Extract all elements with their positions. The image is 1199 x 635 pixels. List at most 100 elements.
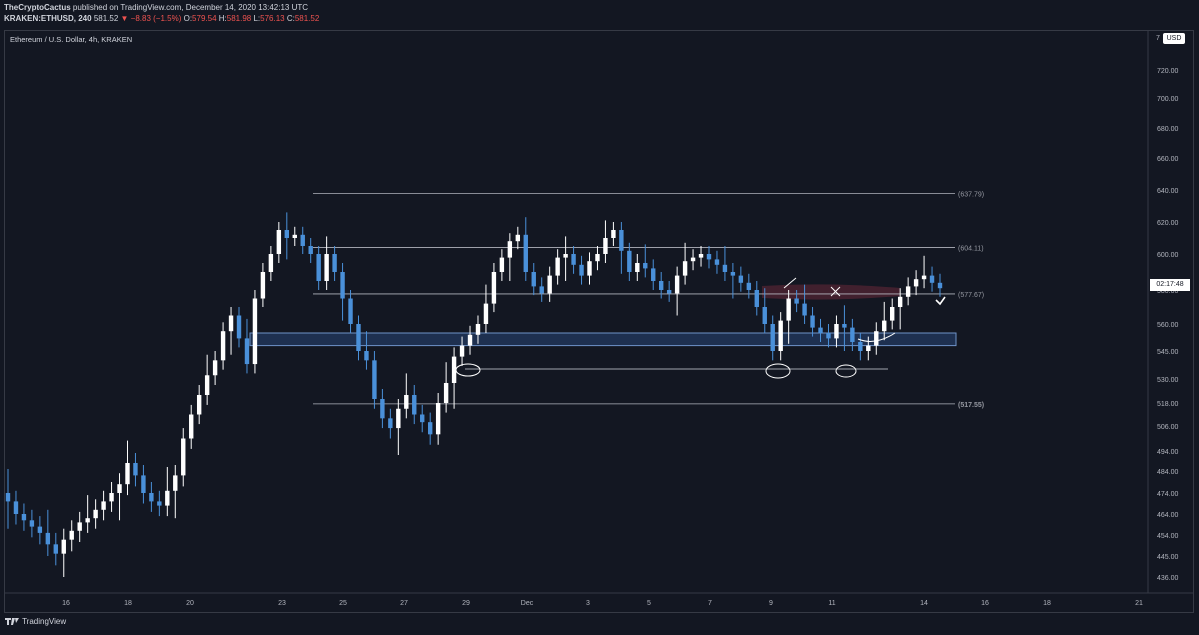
- candle-body: [212, 360, 218, 376]
- candle-body: [874, 331, 879, 346]
- x-tick-label: 14: [920, 600, 928, 607]
- candle-body: [658, 281, 664, 290]
- candle-body: [149, 493, 154, 502]
- candle-body: [181, 438, 186, 476]
- candle-body: [897, 296, 903, 307]
- y-tick-label: 680.00: [1157, 126, 1179, 133]
- candle-body: [651, 268, 656, 281]
- candle-body: [929, 275, 935, 283]
- candle-body: [29, 520, 35, 527]
- candle-body: [364, 351, 369, 361]
- candle-body: [706, 254, 712, 260]
- candle-body: [619, 230, 624, 251]
- candle-body: [587, 261, 592, 276]
- candle-body: [515, 234, 521, 242]
- candle-body: [125, 463, 130, 485]
- publish-line: TheCryptoCactus published on TradingView…: [4, 3, 308, 13]
- support-zone: [249, 332, 957, 347]
- y-tick-label: 464.00: [1157, 512, 1179, 519]
- candle-body: [316, 254, 321, 281]
- low-marker-ellipse: [765, 363, 791, 379]
- y-tick-label: 620.00: [1157, 220, 1179, 227]
- candle-body: [499, 257, 505, 272]
- candle-body: [643, 263, 648, 269]
- candle-body: [523, 234, 528, 272]
- candle-body: [882, 320, 887, 332]
- candle-body: [396, 408, 401, 429]
- candle-body: [754, 290, 759, 307]
- chart-frame[interactable]: [4, 30, 1194, 613]
- candle-body: [826, 333, 831, 339]
- author-name[interactable]: TheCryptoCactus: [4, 3, 71, 12]
- y-tick-label: 484.00: [1157, 469, 1179, 476]
- candle-body: [5, 493, 11, 502]
- candle-body: [340, 272, 345, 299]
- y-tick-label: 494.00: [1157, 449, 1179, 456]
- y-tick-label: 660.00: [1157, 156, 1179, 163]
- candle-body: [189, 414, 194, 439]
- candle-body: [404, 395, 409, 409]
- symbol-label: KRAKEN:ETHUSD, 240: [4, 14, 92, 23]
- y-tick-label: 506.00: [1157, 424, 1179, 431]
- candle-body: [682, 261, 688, 276]
- candle-body: [53, 544, 58, 554]
- y-tick-label: 454.00: [1157, 533, 1179, 540]
- candle-body: [141, 475, 146, 493]
- candle-body: [627, 250, 632, 272]
- currency-button[interactable]: USD: [1163, 33, 1185, 44]
- rejection-mark-2: [830, 286, 841, 297]
- candle-body: [244, 338, 250, 365]
- candle-body: [483, 303, 489, 324]
- x-tick-label: Dec: [521, 600, 534, 607]
- candle-body: [252, 298, 258, 365]
- candle-body: [284, 230, 290, 238]
- candle-body: [220, 331, 226, 361]
- candle-body: [196, 395, 202, 415]
- price-level-label: (604.11): [958, 245, 984, 252]
- candle-body: [579, 264, 584, 276]
- resistance-band: [762, 284, 900, 300]
- candle-body: [762, 307, 767, 324]
- footer-brand[interactable]: TradingView: [22, 617, 67, 627]
- candle-body: [443, 383, 449, 403]
- candle-body: [794, 298, 799, 304]
- candle-body: [491, 272, 497, 304]
- candle-body: [467, 334, 473, 346]
- candle-body: [738, 275, 744, 283]
- x-tick-label: 27: [400, 600, 408, 607]
- candle-body: [77, 522, 82, 531]
- candle-body: [913, 279, 919, 287]
- candle-body: [45, 532, 51, 545]
- y-tick-label: 700.00: [1157, 96, 1179, 103]
- open-label: O:: [183, 14, 193, 23]
- chart-legend: Ethereum / U.S. Dollar, 4h, KRAKEN: [10, 35, 133, 44]
- candle-body: [101, 501, 106, 510]
- candle-body: [268, 254, 274, 272]
- candle-body: [165, 490, 170, 506]
- candle-body: [228, 315, 234, 332]
- candle-body: [300, 234, 305, 246]
- candle-body: [109, 493, 114, 502]
- x-tick-label: 18: [124, 600, 132, 607]
- candle-body: [173, 475, 178, 491]
- candle-body: [292, 234, 297, 238]
- candle-body: [348, 298, 353, 324]
- x-tick-label: 9: [769, 600, 773, 607]
- check-icon: [935, 296, 946, 306]
- candle-body: [204, 375, 210, 395]
- candle-body: [507, 241, 513, 258]
- header-bar: TheCryptoCactus published on TradingView…: [0, 0, 1199, 28]
- candle-body: [850, 327, 855, 342]
- price-level-label: (517.55): [958, 402, 984, 409]
- candle-body: [810, 315, 815, 328]
- price-change: ▼ −8.83 (−1.5%): [120, 14, 182, 23]
- publish-info: published on TradingView.com, December 1…: [72, 3, 309, 12]
- close-value: 581.52: [294, 14, 320, 23]
- candle-body: [13, 501, 19, 514]
- candle-body: [890, 307, 895, 321]
- x-tick-label: 18: [1043, 600, 1051, 607]
- candle-body: [611, 230, 616, 238]
- candle-body: [786, 298, 791, 321]
- candle-body: [818, 327, 823, 333]
